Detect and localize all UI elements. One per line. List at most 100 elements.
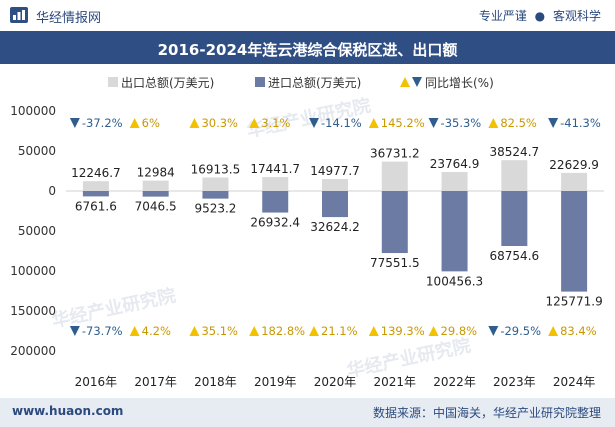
export-value-label: 22629.9 bbox=[549, 158, 599, 172]
import-bar bbox=[561, 191, 588, 292]
y-tick-label: 150000 bbox=[10, 304, 56, 318]
export-growth-down-triangle-icon bbox=[428, 118, 439, 128]
legend-label: 出口总额(万美元) bbox=[121, 76, 214, 90]
y-tick-label: 50000 bbox=[18, 224, 56, 238]
export-growth-up-triangle-icon bbox=[249, 118, 260, 128]
export-growth-up-triangle-icon bbox=[488, 118, 499, 128]
title-bar: 2016-2024年连云港综合保税区进、出口额 bbox=[0, 31, 615, 64]
import-growth-label: 139.3% bbox=[381, 324, 425, 338]
x-tick-label: 2023年 bbox=[493, 375, 536, 389]
header-tags: 专业严谨 ● 客观科学 bbox=[479, 7, 601, 24]
top-bar: 华经情报网 专业严谨 ● 客观科学 bbox=[0, 0, 615, 30]
export-bar bbox=[202, 177, 229, 191]
export-bar bbox=[142, 180, 169, 191]
tag-professional: 专业严谨 bbox=[478, 9, 527, 23]
import-bar bbox=[142, 191, 169, 197]
y-tick-label: 100000 bbox=[10, 104, 56, 118]
import-growth-up-triangle-icon bbox=[368, 326, 379, 336]
export-bar bbox=[82, 181, 109, 191]
import-value-label: 125771.9 bbox=[545, 295, 602, 309]
export-value-label: 17441.7 bbox=[250, 162, 300, 176]
import-growth-label: 35.1% bbox=[201, 324, 238, 338]
legend-down-triangle-icon bbox=[412, 77, 422, 87]
x-tick-label: 2019年 bbox=[254, 375, 297, 389]
x-tick-label: 2024年 bbox=[553, 375, 596, 389]
footer-website: www.huaon.com bbox=[12, 404, 124, 418]
footer-bar: www.huaon.com 数据来源：中国海关，华经产业研究院整理 bbox=[0, 398, 615, 427]
chart-title: 2016-2024年连云港综合保税区进、出口额 bbox=[157, 41, 458, 59]
import-value-label: 9523.2 bbox=[194, 202, 236, 216]
x-tick-label: 2016年 bbox=[75, 375, 118, 389]
import-growth-up-triangle-icon bbox=[189, 326, 200, 336]
export-growth-up-triangle-icon bbox=[189, 118, 200, 128]
legend-label: 同比增长(%) bbox=[425, 76, 494, 90]
export-growth-down-triangle-icon bbox=[309, 118, 319, 128]
legend-up-triangle-icon bbox=[400, 77, 410, 87]
export-growth-down-triangle-icon bbox=[69, 118, 80, 128]
brand-name: 华经情报网 bbox=[36, 11, 102, 26]
export-value-label: 16913.5 bbox=[191, 162, 241, 176]
import-growth-up-triangle-icon bbox=[548, 326, 559, 336]
export-growth-label: 82.5% bbox=[500, 116, 537, 130]
import-bar bbox=[441, 191, 468, 272]
x-tick-label: 2018年 bbox=[194, 375, 237, 389]
import-growth-up-triangle-icon bbox=[309, 326, 319, 336]
import-growth-label: 29.8% bbox=[441, 324, 478, 338]
import-value-label: 68754.6 bbox=[490, 249, 540, 263]
import-growth-down-triangle-icon bbox=[69, 326, 80, 336]
export-bar bbox=[322, 179, 348, 191]
import-bar bbox=[82, 191, 109, 197]
export-growth-label: 6% bbox=[142, 116, 160, 130]
export-growth-label: -35.3% bbox=[441, 116, 482, 130]
import-bar bbox=[262, 191, 289, 213]
export-value-label: 36731.2 bbox=[370, 147, 420, 161]
export-bar bbox=[441, 171, 468, 191]
import-growth-up-triangle-icon bbox=[129, 326, 140, 336]
import-bar bbox=[322, 191, 348, 218]
import-bar bbox=[501, 191, 528, 247]
import-value-label: 26932.4 bbox=[250, 216, 300, 230]
legend-swatch bbox=[108, 77, 118, 87]
tag-separator: ● bbox=[534, 9, 546, 23]
import-growth-label: 4.2% bbox=[142, 324, 171, 338]
import-growth-up-triangle-icon bbox=[249, 326, 260, 336]
export-value-label: 12984 bbox=[137, 166, 175, 180]
import-bar bbox=[202, 191, 229, 199]
export-value-label: 14977.7 bbox=[310, 164, 360, 178]
legend-label: 进口总额(万美元) bbox=[268, 76, 361, 90]
import-value-label: 32624.2 bbox=[310, 220, 360, 234]
export-growth-label: -37.2% bbox=[82, 116, 123, 130]
import-growth-up-triangle-icon bbox=[428, 326, 439, 336]
legend-swatch bbox=[255, 77, 265, 87]
export-bar bbox=[501, 160, 528, 191]
import-growth-down-triangle-icon bbox=[488, 326, 499, 336]
export-growth-label: -41.3% bbox=[560, 116, 601, 130]
import-growth-label: 83.4% bbox=[560, 324, 597, 338]
import-value-label: 6761.6 bbox=[75, 199, 117, 213]
export-growth-down-triangle-icon bbox=[548, 118, 559, 128]
y-tick-label: 100000 bbox=[10, 264, 56, 278]
tag-objective: 客观科学 bbox=[552, 9, 601, 23]
export-growth-label: -14.1% bbox=[321, 116, 362, 130]
import-growth-label: -73.7% bbox=[82, 324, 123, 338]
y-tick-label: 200000 bbox=[10, 344, 56, 358]
export-bar bbox=[561, 172, 588, 191]
export-growth-up-triangle-icon bbox=[368, 118, 379, 128]
footer-source: 数据来源：中国海关，华经产业研究院整理 bbox=[372, 406, 601, 420]
y-tick-label: 0 bbox=[48, 184, 56, 198]
y-tick-label: 50000 bbox=[18, 144, 56, 158]
import-value-label: 77551.5 bbox=[370, 256, 420, 270]
export-growth-label: 30.3% bbox=[201, 116, 238, 130]
x-tick-label: 2021年 bbox=[374, 375, 417, 389]
x-tick-label: 2017年 bbox=[134, 375, 177, 389]
export-growth-up-triangle-icon bbox=[129, 118, 140, 128]
brand-logo-icon bbox=[10, 7, 28, 23]
export-value-label: 38524.7 bbox=[490, 145, 540, 159]
import-growth-label: 182.8% bbox=[261, 324, 305, 338]
export-growth-label: 3.1% bbox=[261, 116, 290, 130]
export-value-label: 23764.9 bbox=[430, 157, 480, 171]
x-tick-label: 2020年 bbox=[314, 375, 357, 389]
import-growth-label: -29.5% bbox=[500, 324, 541, 338]
export-growth-label: 145.2% bbox=[381, 116, 425, 130]
